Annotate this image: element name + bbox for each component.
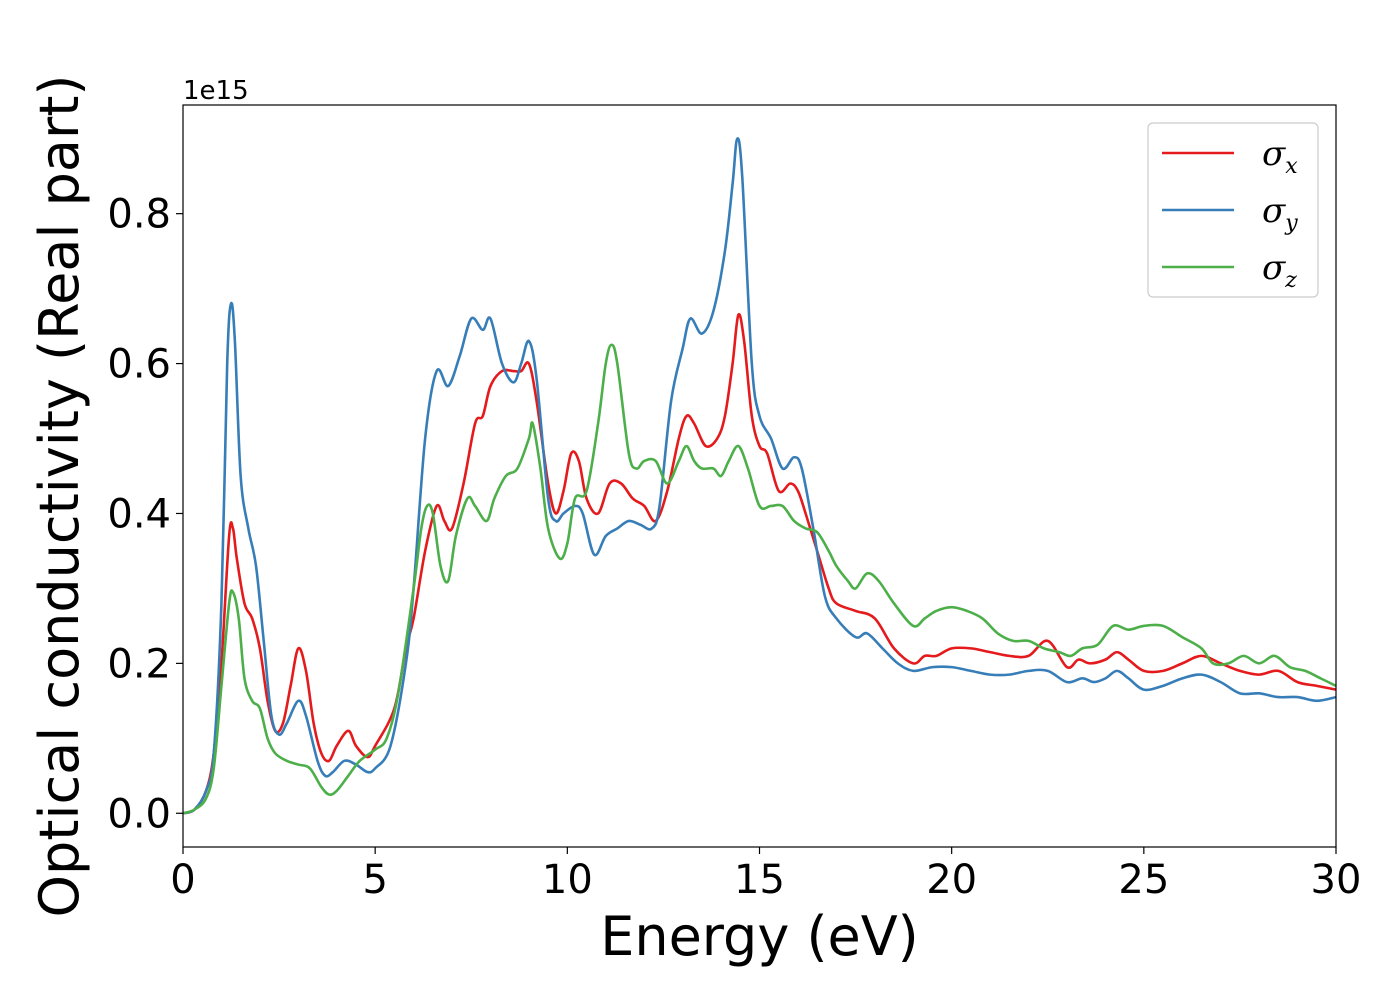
- y-tick-label: 0.0: [107, 791, 171, 837]
- legend-subscript: z: [1284, 268, 1297, 293]
- series-layer: [182, 137, 1337, 815]
- x-tick-label: 10: [542, 857, 593, 903]
- legend-symbol: σ: [1262, 248, 1286, 288]
- x-tick-label: 15: [734, 857, 785, 903]
- y-tick-label: 0.2: [107, 641, 171, 687]
- legend-symbol: σ: [1262, 134, 1286, 174]
- legend-label-x: σx: [1262, 134, 1298, 179]
- series-line-z: [182, 343, 1337, 815]
- x-axis: 0 5 10 15 20 25 30: [170, 847, 1361, 903]
- y-axis: 0.0 0.2 0.4 0.6 0.8: [107, 192, 183, 837]
- y-offset-label: 1e15: [183, 76, 249, 106]
- y-tick-label: 0.6: [107, 342, 171, 388]
- x-tick-label: 5: [362, 857, 387, 903]
- y-tick-label: 0.4: [107, 491, 171, 537]
- series-line-y: [182, 137, 1337, 815]
- legend-symbol: σ: [1262, 191, 1286, 231]
- series-line-x: [182, 312, 1337, 815]
- legend-subscript: x: [1285, 154, 1298, 179]
- legend-label-y: σy: [1262, 191, 1298, 236]
- y-tick-label: 0.8: [107, 192, 171, 238]
- x-tick-label: 20: [926, 857, 977, 903]
- x-tick-label: 0: [170, 857, 195, 903]
- legend-subscript: y: [1284, 211, 1298, 236]
- x-axis-title: Energy (eV): [600, 905, 919, 968]
- x-tick-label: 30: [1311, 857, 1362, 903]
- legend-label-z: σz: [1262, 248, 1297, 293]
- x-tick-label: 25: [1118, 857, 1169, 903]
- y-axis-title: Optical conductivity (Real part): [28, 75, 91, 918]
